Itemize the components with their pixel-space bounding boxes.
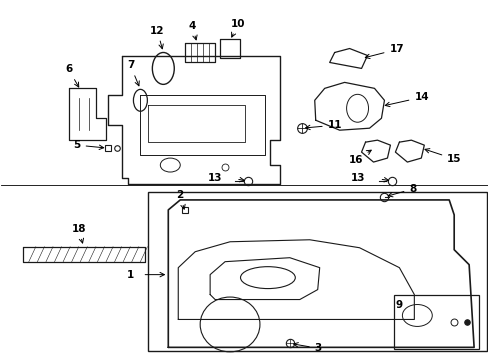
Text: 12: 12	[150, 26, 164, 49]
Text: 4: 4	[188, 21, 197, 40]
Bar	[148, 192, 486, 351]
Text: 17: 17	[365, 45, 403, 59]
Text: 2: 2	[176, 190, 185, 209]
Text: 1: 1	[126, 270, 134, 280]
Text: 6: 6	[65, 64, 79, 87]
Text: 15: 15	[424, 149, 461, 164]
Text: 10: 10	[230, 19, 245, 37]
Text: 9: 9	[395, 300, 402, 310]
Text: 13: 13	[207, 173, 222, 183]
Text: 8: 8	[387, 184, 416, 197]
Text: 5: 5	[73, 140, 103, 150]
Text: 18: 18	[71, 224, 86, 243]
Text: 11: 11	[305, 120, 342, 130]
Text: 7: 7	[126, 60, 139, 86]
Text: 14: 14	[385, 92, 428, 107]
Text: 3: 3	[293, 343, 321, 353]
Bar	[394, 294, 478, 349]
Text: 16: 16	[347, 150, 370, 165]
Text: 13: 13	[350, 173, 365, 183]
